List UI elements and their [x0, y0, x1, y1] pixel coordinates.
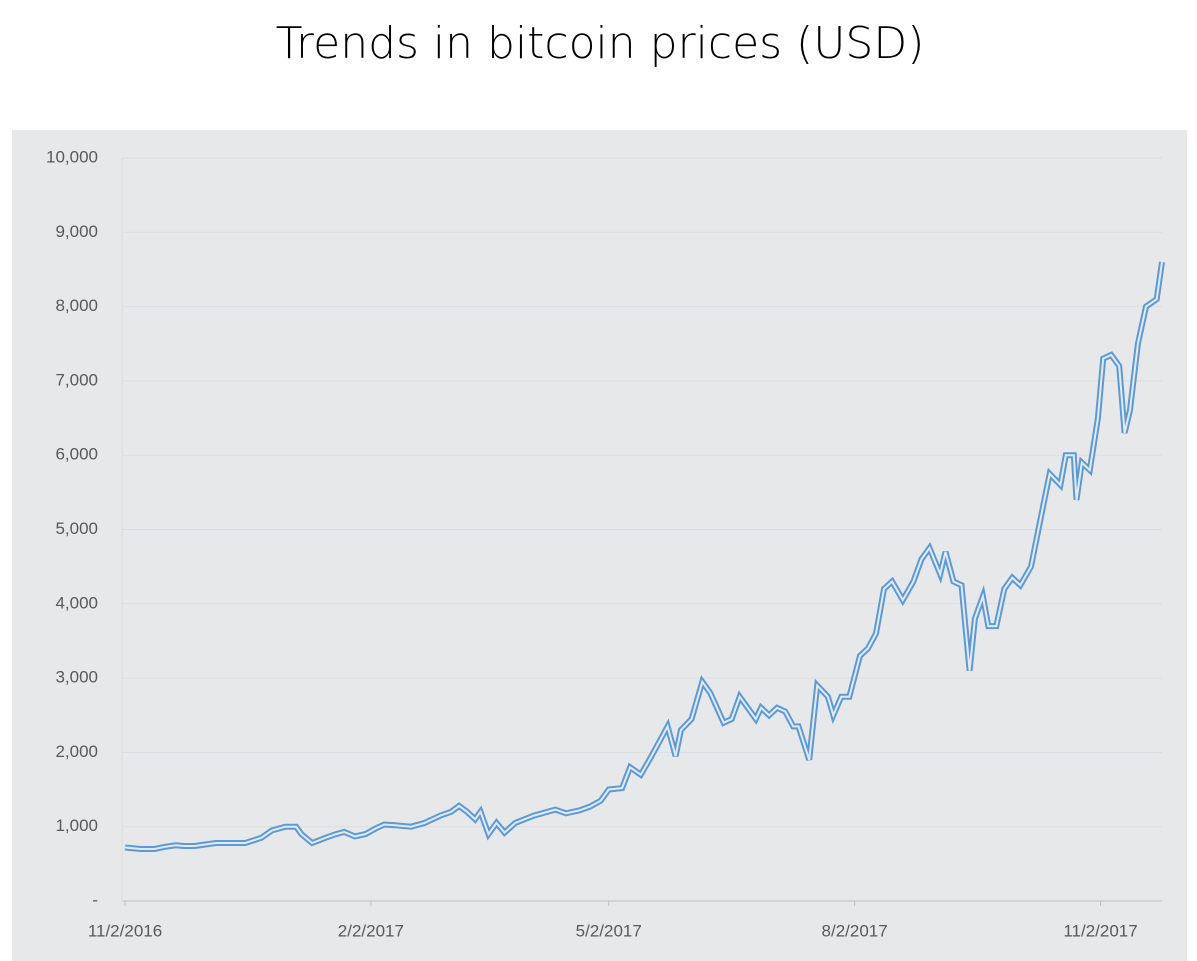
x-tick-label: 2/2/2017	[338, 921, 404, 940]
y-tick-label: 1,000	[55, 816, 98, 835]
x-tick-label: 11/2/2017	[1063, 921, 1137, 940]
y-tick-label: 4,000	[55, 593, 98, 612]
y-tick-label: 8,000	[55, 296, 98, 315]
line-inner	[124, 261, 1163, 850]
x-tick-label: 8/2/2017	[822, 921, 888, 940]
y-tick-label: 2,000	[55, 742, 98, 761]
y-tick-label: 5,000	[55, 519, 98, 538]
y-tick-label: -	[92, 890, 98, 909]
x-tick-label: 5/2/2017	[576, 921, 642, 940]
y-tick-label: 6,000	[55, 445, 98, 464]
y-tick-label: 9,000	[55, 222, 98, 241]
x-tick-label: 11/2/2016	[88, 921, 162, 940]
chart-title: Trends in bitcoin prices (USD)	[276, 18, 925, 69]
plot-background	[12, 130, 1187, 961]
y-tick-label: 7,000	[55, 370, 98, 389]
y-tick-label: 10,000	[46, 147, 98, 166]
y-tick-label: 3,000	[55, 668, 98, 687]
